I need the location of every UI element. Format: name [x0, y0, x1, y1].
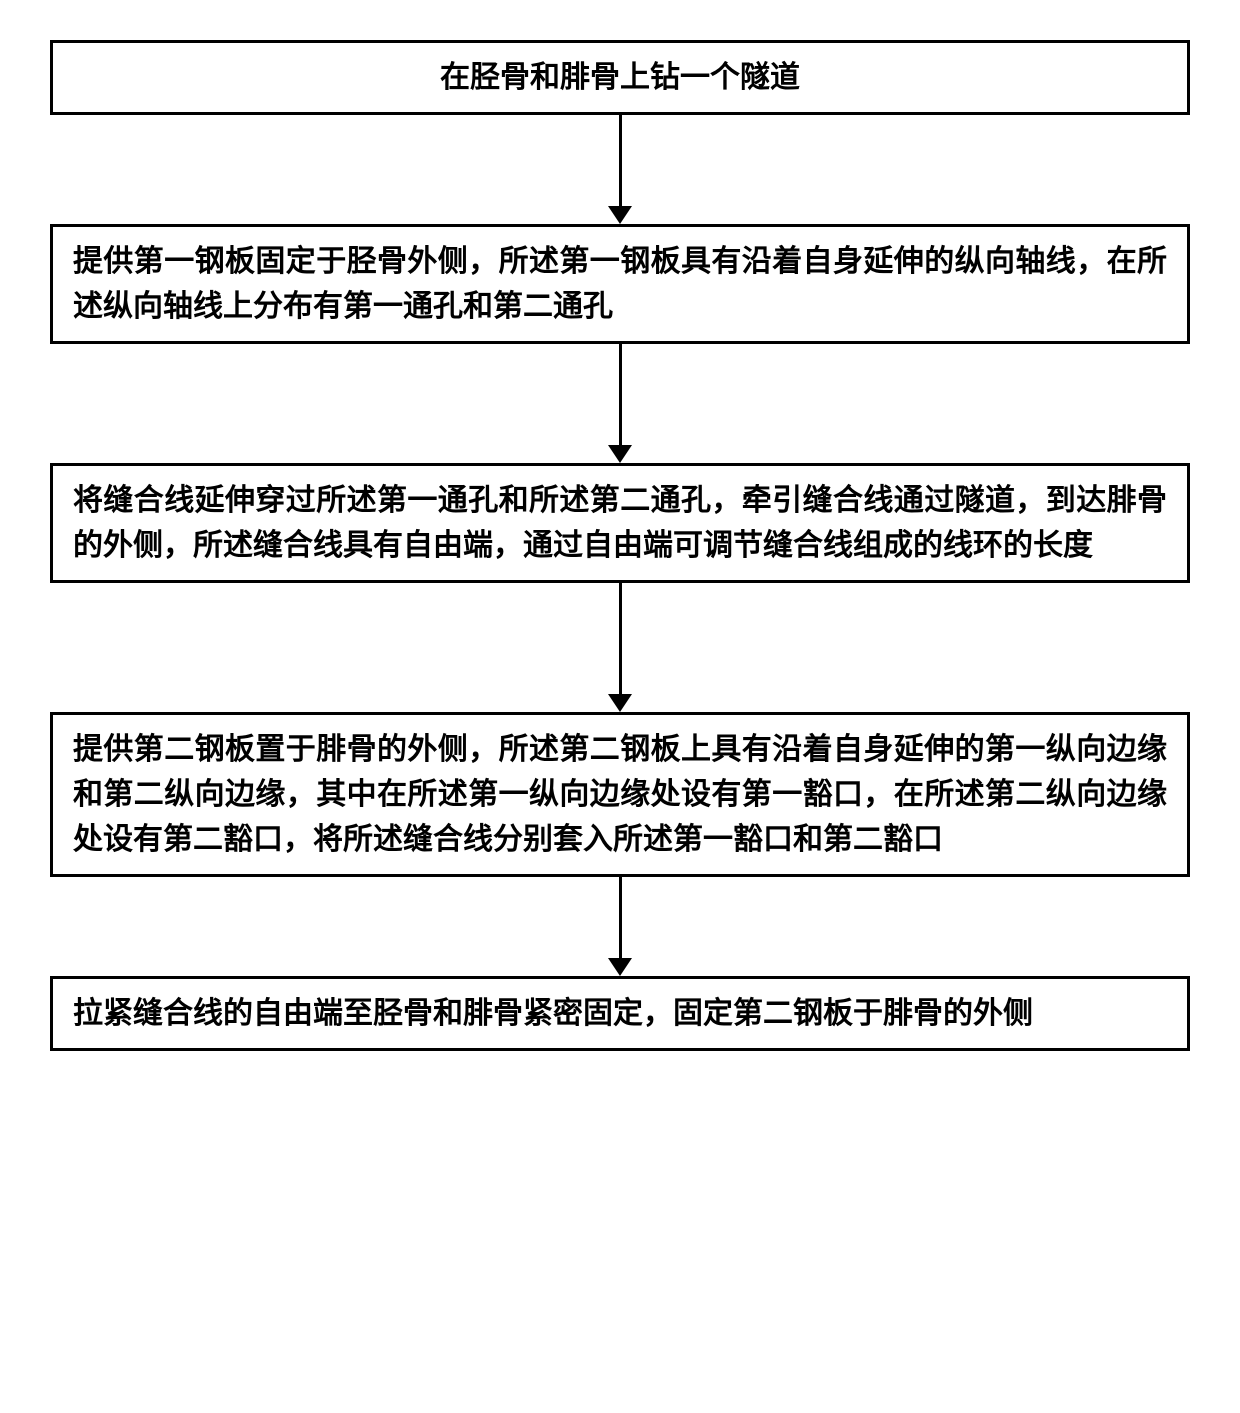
flow-step-4: 提供第二钢板置于腓骨的外侧，所述第二钢板上具有沿着自身延伸的第一纵向边缘和第二纵…	[50, 712, 1190, 877]
arrow-head-icon	[608, 206, 632, 224]
flow-step-5: 拉紧缝合线的自由端至胫骨和腓骨紧密固定，固定第二钢板于腓骨的外侧	[50, 976, 1190, 1051]
arrow-line	[619, 877, 622, 959]
flow-step-text: 提供第二钢板置于腓骨的外侧，所述第二钢板上具有沿着自身延伸的第一纵向边缘和第二纵…	[73, 733, 1167, 856]
flow-arrow-1	[50, 115, 1190, 224]
flowchart-container: 在胫骨和腓骨上钻一个隧道提供第一钢板固定于胫骨外侧，所述第一钢板具有沿着自身延伸…	[50, 40, 1190, 1051]
arrow-head-icon	[608, 445, 632, 463]
flow-step-text: 在胫骨和腓骨上钻一个隧道	[440, 61, 800, 94]
flow-step-3: 将缝合线延伸穿过所述第一通孔和所述第二通孔，牵引缝合线通过隧道，到达腓骨的外侧，…	[50, 463, 1190, 583]
arrow-line	[619, 344, 622, 446]
flow-arrow-4	[50, 877, 1190, 976]
flow-arrow-2	[50, 344, 1190, 463]
arrow-line	[619, 115, 622, 207]
flow-arrow-3	[50, 583, 1190, 712]
arrow-head-icon	[608, 694, 632, 712]
arrow-head-icon	[608, 958, 632, 976]
flow-step-text: 拉紧缝合线的自由端至胫骨和腓骨紧密固定，固定第二钢板于腓骨的外侧	[73, 997, 1033, 1030]
flow-step-1: 在胫骨和腓骨上钻一个隧道	[50, 40, 1190, 115]
flow-step-text: 提供第一钢板固定于胫骨外侧，所述第一钢板具有沿着自身延伸的纵向轴线，在所述纵向轴…	[73, 245, 1167, 323]
arrow-line	[619, 583, 622, 695]
flow-step-text: 将缝合线延伸穿过所述第一通孔和所述第二通孔，牵引缝合线通过隧道，到达腓骨的外侧，…	[73, 484, 1167, 562]
flow-step-2: 提供第一钢板固定于胫骨外侧，所述第一钢板具有沿着自身延伸的纵向轴线，在所述纵向轴…	[50, 224, 1190, 344]
